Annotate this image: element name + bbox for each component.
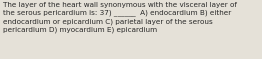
Text: The layer of the heart wall synonymous with the visceral layer of
the serous per: The layer of the heart wall synonymous w… — [3, 2, 237, 33]
